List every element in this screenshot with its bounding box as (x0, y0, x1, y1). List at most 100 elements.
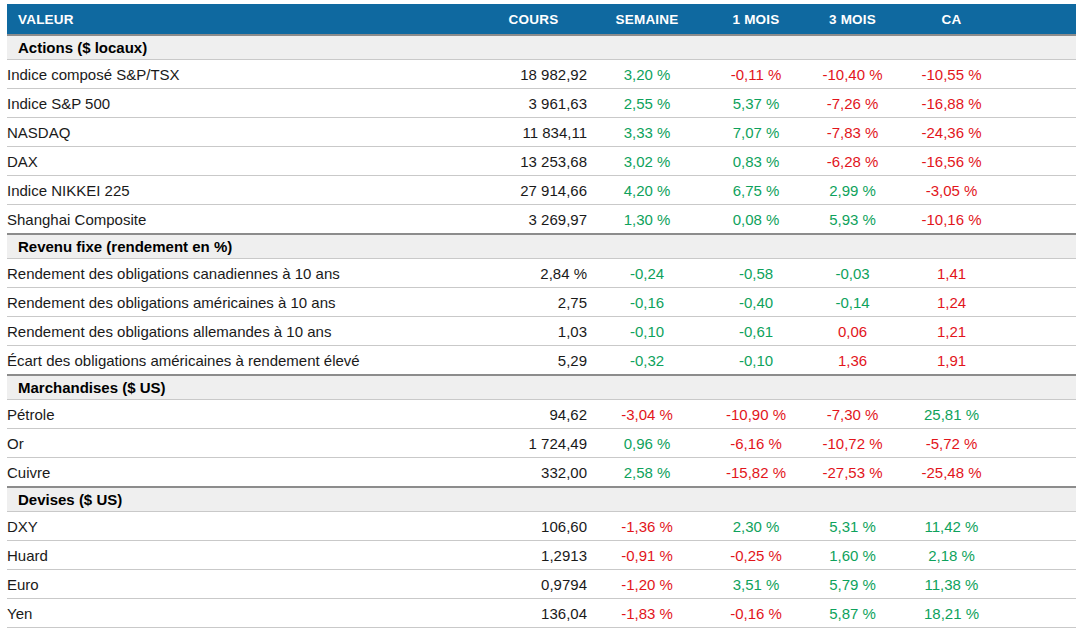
mois3-cell: -6,28 % (805, 147, 900, 176)
filler-cell (1003, 512, 1076, 541)
ca-cell: -24,36 % (900, 118, 1003, 147)
filler-cell (1003, 458, 1076, 488)
table-row: Euro0,9794-1,20 %3,51 %5,79 %11,38 % (7, 570, 1076, 599)
mois1-cell: -0,61 (707, 317, 805, 346)
cours-cell: 3 269,97 (480, 205, 587, 235)
table-row: Indice S&P 5003 961,632,55 %5,37 %-7,26 … (7, 89, 1076, 118)
section-header-row: Revenu fixe (rendement en %) (7, 234, 1076, 259)
ca-cell: 1,21 (900, 317, 1003, 346)
section-title: Revenu fixe (rendement en %) (7, 234, 1076, 259)
mois3-cell: 1,60 % (805, 541, 900, 570)
mois1-cell: 0,08 % (707, 205, 805, 235)
section-header-row: Devises ($ US) (7, 487, 1076, 512)
table-row: NASDAQ11 834,113,33 %7,07 %-7,83 %-24,36… (7, 118, 1076, 147)
table-row: Rendement des obligations américaines à … (7, 288, 1076, 317)
row-label: Euro (7, 570, 480, 599)
filler-cell (1003, 118, 1076, 147)
filler-cell (1003, 259, 1076, 288)
mois1-cell: -0,11 % (707, 60, 805, 89)
ca-cell: -16,56 % (900, 147, 1003, 176)
row-label: Cuivre (7, 458, 480, 488)
mois3-cell: -7,26 % (805, 89, 900, 118)
ca-cell: 1,41 (900, 259, 1003, 288)
column-header-3-mois: 3 MOIS (805, 4, 900, 35)
ca-cell: 25,81 % (900, 400, 1003, 429)
ca-cell: 11,42 % (900, 512, 1003, 541)
market-summary: VALEURCOURSSEMAINE1 MOIS3 MOISCA Actions… (7, 4, 1076, 628)
semaine-cell: 1,30 % (587, 205, 707, 235)
semaine-cell: -0,10 (587, 317, 707, 346)
row-label: Shanghai Composite (7, 205, 480, 235)
semaine-cell: 2,55 % (587, 89, 707, 118)
section-title: Devises ($ US) (7, 487, 1076, 512)
semaine-cell: -0,24 (587, 259, 707, 288)
filler-cell (1003, 429, 1076, 458)
table-row: DAX13 253,683,02 %0,83 %-6,28 %-16,56 % (7, 147, 1076, 176)
cours-cell: 1,03 (480, 317, 587, 346)
cours-cell: 18 982,92 (480, 60, 587, 89)
filler-cell (1003, 599, 1076, 628)
cours-cell: 332,00 (480, 458, 587, 488)
semaine-cell: 3,20 % (587, 60, 707, 89)
filler-cell (1003, 541, 1076, 570)
ca-cell: 11,38 % (900, 570, 1003, 599)
cours-cell: 2,75 (480, 288, 587, 317)
ca-cell: 18,21 % (900, 599, 1003, 628)
semaine-cell: 0,96 % (587, 429, 707, 458)
semaine-cell: -0,91 % (587, 541, 707, 570)
mois3-cell: -0,03 (805, 259, 900, 288)
cours-cell: 136,04 (480, 599, 587, 628)
mois1-cell: -6,16 % (707, 429, 805, 458)
mois1-cell: -0,58 (707, 259, 805, 288)
mois3-cell: -7,30 % (805, 400, 900, 429)
table-row: Écart des obligations américaines à rend… (7, 346, 1076, 376)
row-label: DXY (7, 512, 480, 541)
mois3-cell: 5,31 % (805, 512, 900, 541)
mois1-cell: 7,07 % (707, 118, 805, 147)
ca-cell: -10,55 % (900, 60, 1003, 89)
row-label: Rendement des obligations canadiennes à … (7, 259, 480, 288)
table-row: Or1 724,490,96 %-6,16 %-10,72 %-5,72 % (7, 429, 1076, 458)
mois1-cell: 5,37 % (707, 89, 805, 118)
column-header-valeur: VALEUR (7, 4, 480, 35)
row-label: Rendement des obligations américaines à … (7, 288, 480, 317)
filler-cell (1003, 89, 1076, 118)
cours-cell: 106,60 (480, 512, 587, 541)
table-row: Shanghai Composite3 269,971,30 %0,08 %5,… (7, 205, 1076, 235)
cours-cell: 94,62 (480, 400, 587, 429)
row-label: Indice composé S&P/TSX (7, 60, 480, 89)
ca-cell: 1,91 (900, 346, 1003, 376)
row-label: NASDAQ (7, 118, 480, 147)
column-header-semaine: SEMAINE (587, 4, 707, 35)
mois3-cell: -27,53 % (805, 458, 900, 488)
ca-cell: -10,16 % (900, 205, 1003, 235)
filler-cell (1003, 570, 1076, 599)
filler-cell (1003, 176, 1076, 205)
mois3-cell: -7,83 % (805, 118, 900, 147)
section-title: Actions ($ locaux) (7, 35, 1076, 60)
table-row: DXY106,60-1,36 %2,30 %5,31 %11,42 % (7, 512, 1076, 541)
semaine-cell: 4,20 % (587, 176, 707, 205)
table-row: Yen136,04-1,83 %-0,16 %5,87 %18,21 % (7, 599, 1076, 628)
ca-cell: 2,18 % (900, 541, 1003, 570)
mois3-cell: 1,36 (805, 346, 900, 376)
mois3-cell: 5,87 % (805, 599, 900, 628)
semaine-cell: -0,16 (587, 288, 707, 317)
ca-cell: -25,48 % (900, 458, 1003, 488)
mois1-cell: -0,25 % (707, 541, 805, 570)
cours-cell: 2,84 % (480, 259, 587, 288)
cours-cell: 1 724,49 (480, 429, 587, 458)
filler-cell (1003, 60, 1076, 89)
mois3-cell: 0,06 (805, 317, 900, 346)
semaine-cell: -1,20 % (587, 570, 707, 599)
market-quotes-table: VALEURCOURSSEMAINE1 MOIS3 MOISCA Actions… (7, 4, 1076, 628)
mois3-cell: 2,99 % (805, 176, 900, 205)
filler-cell (1003, 205, 1076, 235)
mois3-cell: 5,93 % (805, 205, 900, 235)
section-header-row: Marchandises ($ US) (7, 375, 1076, 400)
filler-cell (1003, 400, 1076, 429)
mois1-cell: -0,40 (707, 288, 805, 317)
section-title: Marchandises ($ US) (7, 375, 1076, 400)
column-header-1-mois: 1 MOIS (707, 4, 805, 35)
table-row: Rendement des obligations canadiennes à … (7, 259, 1076, 288)
